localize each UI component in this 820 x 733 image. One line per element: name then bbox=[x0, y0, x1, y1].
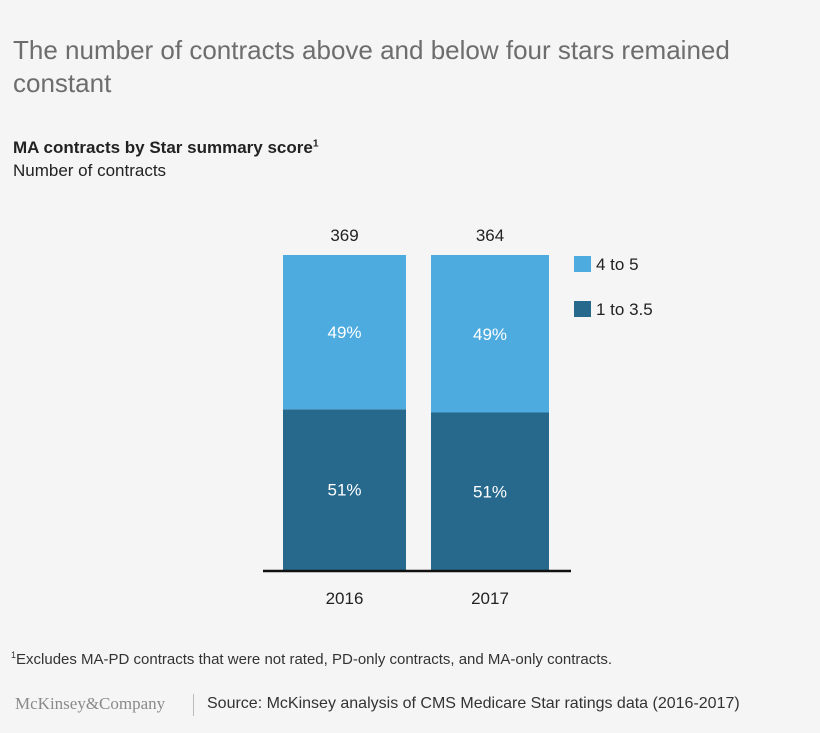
bar-segment-2017-1 bbox=[431, 255, 549, 413]
total-label: 364 bbox=[476, 226, 504, 245]
divider bbox=[193, 694, 194, 716]
data-label: 51% bbox=[473, 482, 507, 501]
bar-segment-2016-0 bbox=[283, 409, 406, 570]
mckinsey-logo: McKinsey&Company bbox=[15, 694, 166, 713]
data-label: 49% bbox=[473, 325, 507, 344]
x-tick-label: 2016 bbox=[326, 589, 364, 608]
subtitle-text: MA contracts by Star summary score bbox=[13, 138, 313, 157]
footnote-mark: 1 bbox=[11, 650, 17, 660]
source-note: Source: McKinsey analysis of CMS Medicar… bbox=[207, 695, 740, 712]
chart-title: The number of contracts above and below … bbox=[13, 35, 730, 98]
legend-label: 4 to 5 bbox=[596, 255, 639, 274]
chart-subtitle: MA contracts by Star summary score1 bbox=[13, 138, 319, 158]
data-label: 49% bbox=[327, 323, 361, 342]
data-label: 51% bbox=[327, 481, 361, 500]
footnote-ref: 1 bbox=[312, 138, 319, 150]
bar-segment-2017-0 bbox=[431, 412, 549, 570]
bar-segment-2016-1 bbox=[283, 255, 406, 410]
stacked-bar-chart: 51% 49% 369 2016 51% 49% 364 2017 4 to 5 1 to 3.5 bbox=[263, 226, 653, 608]
legend-label: 1 to 3.5 bbox=[596, 300, 653, 319]
legend-swatch bbox=[574, 256, 591, 272]
legend-swatch bbox=[574, 301, 591, 317]
footnote-text: Excludes MA-PD contracts that were not r… bbox=[16, 651, 613, 668]
unit-label: Number of contracts bbox=[13, 161, 167, 180]
total-label: 369 bbox=[330, 226, 358, 245]
x-tick-label: 2017 bbox=[471, 589, 509, 608]
footnote: 1Excludes MA-PD contracts that were not … bbox=[11, 650, 612, 668]
